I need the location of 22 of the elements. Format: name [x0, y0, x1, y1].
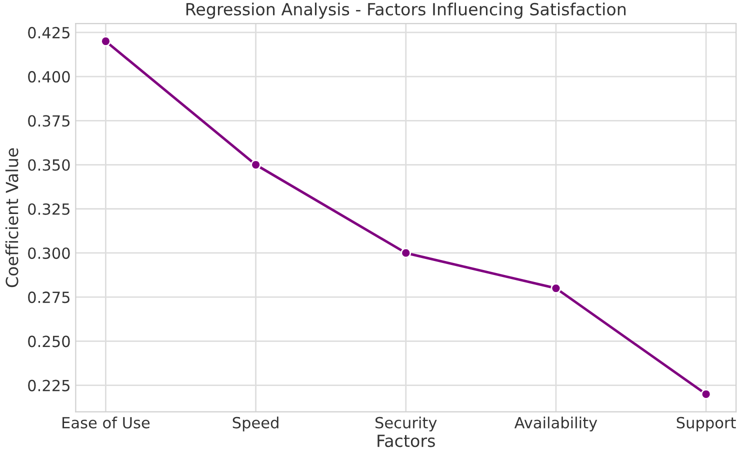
y-tick-label: 0.225: [28, 380, 70, 392]
y-tick-label: 0.400: [28, 71, 70, 83]
y-tick-label: 0.425: [28, 26, 70, 38]
y-tick-label: 0.325: [28, 203, 70, 215]
y-tick-label: 0.350: [28, 159, 70, 171]
y-tick-label: 0.300: [28, 247, 70, 260]
y-tick-label: 0.250: [28, 336, 70, 348]
x-tick-label: Availability: [514, 416, 598, 432]
x-axis-title: Factors: [378, 434, 435, 448]
x-tick-label: Speed: [232, 416, 278, 432]
x-tick-label: Ease of Use: [62, 416, 150, 428]
x-tick-label: Support: [676, 416, 736, 432]
point: [100, 36, 111, 46]
y-tick-label: 0.375: [28, 115, 70, 127]
point: [550, 283, 562, 294]
x-tick-label: Security: [376, 416, 437, 432]
point: [250, 160, 261, 170]
point: [700, 388, 712, 400]
y-tick-label: 0.275: [28, 292, 70, 304]
chart-title: Regression Analysis - Factors Influencing Satisfaction: [186, 2, 626, 19]
point: [400, 248, 412, 258]
y-axis-title: Coefficient Value: [5, 148, 18, 288]
